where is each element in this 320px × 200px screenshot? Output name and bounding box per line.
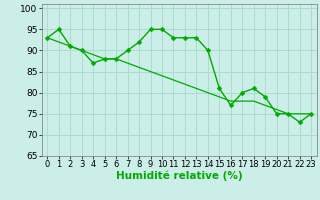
X-axis label: Humidité relative (%): Humidité relative (%)	[116, 171, 243, 181]
